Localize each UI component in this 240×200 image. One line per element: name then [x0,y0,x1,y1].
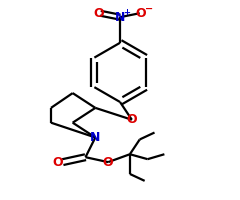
Text: O: O [135,7,146,20]
Text: O: O [103,156,114,169]
Text: N: N [90,131,101,144]
Text: N: N [115,11,125,24]
Text: +: + [123,8,130,17]
Text: O: O [53,156,63,169]
Text: −: − [144,4,153,14]
Text: O: O [126,113,137,126]
Text: O: O [93,7,104,20]
